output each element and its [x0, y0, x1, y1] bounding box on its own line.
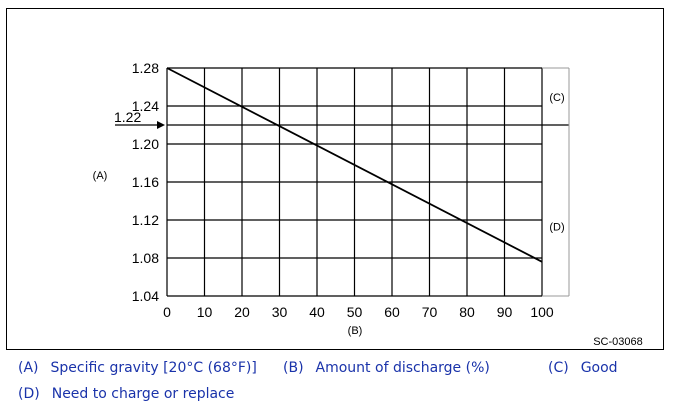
x-tick-label: 50 — [347, 304, 363, 320]
caption-text: Specific gravity [20°C (68°F)] — [50, 360, 257, 376]
y-tick-label: 1.20 — [132, 136, 159, 152]
caption-key: (A) — [18, 360, 39, 376]
y-axis-label: (A) — [93, 170, 108, 182]
caption-row-1: (A) Specific gravity [20°C (68°F)] (B) Amo… — [18, 360, 668, 386]
caption-key: (D) — [18, 386, 40, 402]
grid — [166, 67, 569, 297]
caption-key: (B) — [283, 360, 304, 376]
discharge-line — [166, 67, 543, 263]
x-tick-label: 60 — [384, 304, 400, 320]
y-tick-label: 1.08 — [132, 250, 159, 266]
y-tick-label: 1.28 — [132, 60, 159, 76]
region-label: (D) — [549, 222, 564, 234]
x-tick-label: 100 — [530, 304, 554, 320]
figure-id: SC-03068 — [593, 336, 643, 348]
y-tick-label: 1.12 — [132, 212, 159, 228]
axis-labels: 1.04 1.08 1.12 1.16 1.20 1.24 1.28 0 10 20 30 40 50 6… — [93, 60, 554, 337]
x-axis-label: (B) — [348, 325, 363, 337]
caption-text: Good — [580, 360, 618, 376]
x-tick-label: 40 — [309, 304, 325, 320]
x-tick-label: 20 — [234, 304, 250, 320]
caption-row-2: (D) Need to charge or replace — [18, 386, 668, 412]
caption-item-c: (C) Good — [548, 360, 618, 376]
threshold-arrow-head — [157, 121, 165, 129]
data-series — [166, 67, 543, 263]
caption-item-b: (B) Amount of discharge (%) — [283, 360, 490, 376]
caption-item-d: (D) Need to charge or replace — [18, 386, 234, 402]
caption-legend: (A) Specific gravity [20°C (68°F)] (B) Amo… — [18, 360, 668, 412]
caption-text: Need to charge or replace — [51, 386, 235, 402]
y-tick-label: 1.24 — [132, 98, 159, 114]
region-brackets: (C) (D) — [542, 67, 570, 297]
threshold-label: 1.22 — [114, 109, 141, 125]
chart-svg: (C) (D) 1.04 1.08 1.12 1.16 1.20 1.24 1.28 0 10 20… — [93, 60, 643, 348]
chart-frame: (C) (D) 1.04 1.08 1.12 1.16 1.20 1.24 1.28 0 10 20… — [6, 8, 664, 350]
x-tick-label: 0 — [163, 304, 171, 320]
caption-text: Amount of discharge (%) — [315, 360, 490, 376]
x-tick-label: 10 — [197, 304, 213, 320]
x-tick-label: 80 — [459, 304, 475, 320]
x-tick-label: 70 — [422, 304, 438, 320]
caption-item-a: (A) Specific gravity [20°C (68°F)] — [18, 360, 257, 376]
y-tick-label: 1.04 — [132, 288, 159, 304]
region-label: (C) — [549, 92, 564, 104]
x-tick-label: 90 — [497, 304, 513, 320]
caption-key: (C) — [548, 360, 569, 376]
y-tick-label: 1.16 — [132, 174, 159, 190]
x-tick-label: 30 — [272, 304, 288, 320]
